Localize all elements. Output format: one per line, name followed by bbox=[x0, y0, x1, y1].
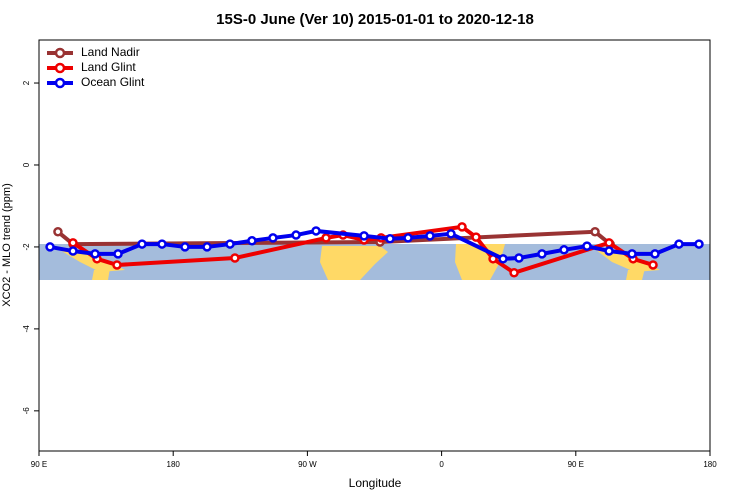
legend-label: Land Nadir bbox=[81, 45, 140, 59]
point bbox=[590, 227, 600, 237]
land bbox=[92, 268, 110, 280]
point bbox=[113, 249, 123, 259]
x-axis-label: Longitude bbox=[349, 476, 402, 490]
x-tick-label: 90 W bbox=[298, 460, 317, 469]
y-tick-label: 0 bbox=[22, 162, 31, 167]
point bbox=[604, 238, 614, 248]
point bbox=[446, 229, 456, 239]
x-tick-label: 90 E bbox=[568, 460, 584, 469]
x-tick-label: 0 bbox=[439, 460, 444, 469]
point bbox=[311, 226, 321, 236]
point bbox=[291, 230, 301, 240]
point bbox=[559, 245, 569, 255]
land bbox=[626, 268, 645, 280]
point bbox=[650, 249, 660, 259]
point bbox=[385, 233, 395, 244]
y-tick-label: -4 bbox=[22, 325, 31, 333]
point bbox=[137, 239, 147, 249]
point bbox=[202, 242, 212, 252]
y-tick-label: -2 bbox=[22, 243, 31, 251]
point bbox=[403, 233, 413, 243]
legend-marker bbox=[54, 77, 66, 89]
point bbox=[604, 246, 614, 256]
x-tick-label: 180 bbox=[703, 460, 717, 469]
point bbox=[359, 231, 369, 241]
plot-frame bbox=[38, 39, 711, 452]
legend-marker bbox=[54, 62, 66, 74]
y-tick-label: 2 bbox=[22, 80, 31, 85]
legend-label: Land Glint bbox=[81, 60, 136, 74]
x-tick-label: 90 E bbox=[31, 460, 47, 469]
point bbox=[582, 241, 592, 251]
point bbox=[90, 249, 100, 259]
point bbox=[674, 239, 684, 249]
point bbox=[45, 242, 55, 252]
land bbox=[596, 250, 660, 272]
legend-marker bbox=[54, 47, 66, 59]
point bbox=[230, 253, 240, 263]
series-line bbox=[49, 228, 699, 261]
point bbox=[514, 253, 524, 263]
point bbox=[425, 231, 435, 241]
point bbox=[268, 233, 278, 243]
x-tick-label: 180 bbox=[167, 460, 181, 469]
point bbox=[627, 249, 637, 259]
point bbox=[68, 246, 78, 256]
land bbox=[60, 250, 125, 272]
point bbox=[225, 239, 235, 249]
point bbox=[180, 242, 190, 252]
point bbox=[537, 249, 547, 259]
point bbox=[694, 239, 704, 249]
point bbox=[498, 254, 508, 264]
chart-title: 15S-0 June (Ver 10) 2015-01-01 to 2020-1… bbox=[216, 11, 534, 28]
point bbox=[509, 267, 519, 278]
point bbox=[321, 233, 331, 243]
point bbox=[68, 238, 78, 248]
y-tick-label: -6 bbox=[22, 407, 31, 415]
y-axis-label: XCO2 - MLO trend (ppm) bbox=[1, 183, 13, 306]
point bbox=[471, 232, 481, 242]
point bbox=[112, 260, 122, 270]
point bbox=[247, 236, 257, 246]
land bbox=[320, 246, 388, 280]
point bbox=[648, 260, 658, 270]
point bbox=[157, 239, 167, 249]
legend-label: Ocean Glint bbox=[81, 75, 145, 89]
point bbox=[53, 227, 63, 237]
point bbox=[457, 222, 467, 232]
